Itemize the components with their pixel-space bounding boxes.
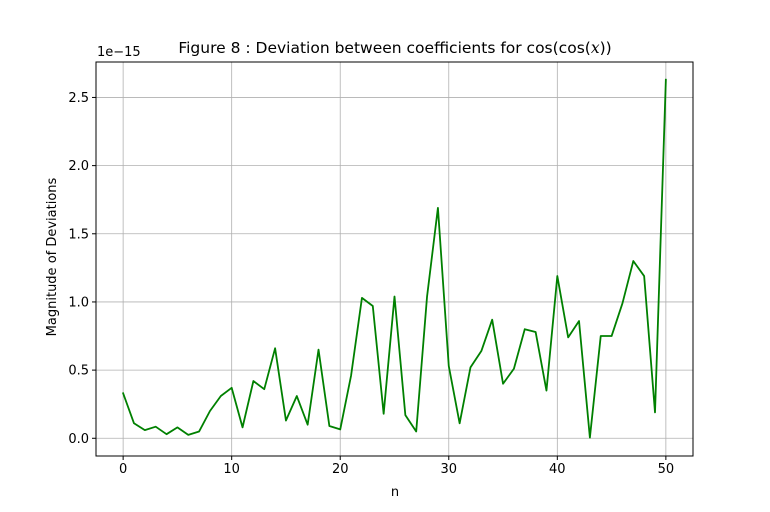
- y-tick-label: 1.5: [68, 227, 89, 242]
- y-tick-label: 2.5: [68, 91, 89, 106]
- axes-frame: [95, 61, 694, 457]
- y-tick-label: 2.0: [68, 159, 89, 174]
- y-tick-label: 0.5: [68, 364, 89, 379]
- chart-title: Figure 8 : Deviation between coefficient…: [178, 39, 611, 57]
- axis-ticks: 0 10 20 30 40 50 0.0 0.5 1.0 1.5 2.0 2.5: [68, 91, 674, 477]
- x-tick-label: 50: [658, 462, 675, 477]
- y-tick-label: 1.0: [68, 295, 89, 310]
- x-tick-label: 0: [119, 462, 127, 477]
- x-axis-label: n: [391, 485, 399, 500]
- y-offset-label: 1e−15: [97, 45, 141, 60]
- plot-area: [121, 78, 667, 439]
- y-tick-label: 0.0: [68, 432, 89, 447]
- x-tick-label: 10: [223, 462, 240, 477]
- x-tick-label: 20: [332, 462, 349, 477]
- x-tick-label: 40: [549, 462, 566, 477]
- x-tick-label: 30: [440, 462, 457, 477]
- series-line: [121, 78, 667, 439]
- y-axis-label: Magnitude of Deviations: [45, 177, 60, 336]
